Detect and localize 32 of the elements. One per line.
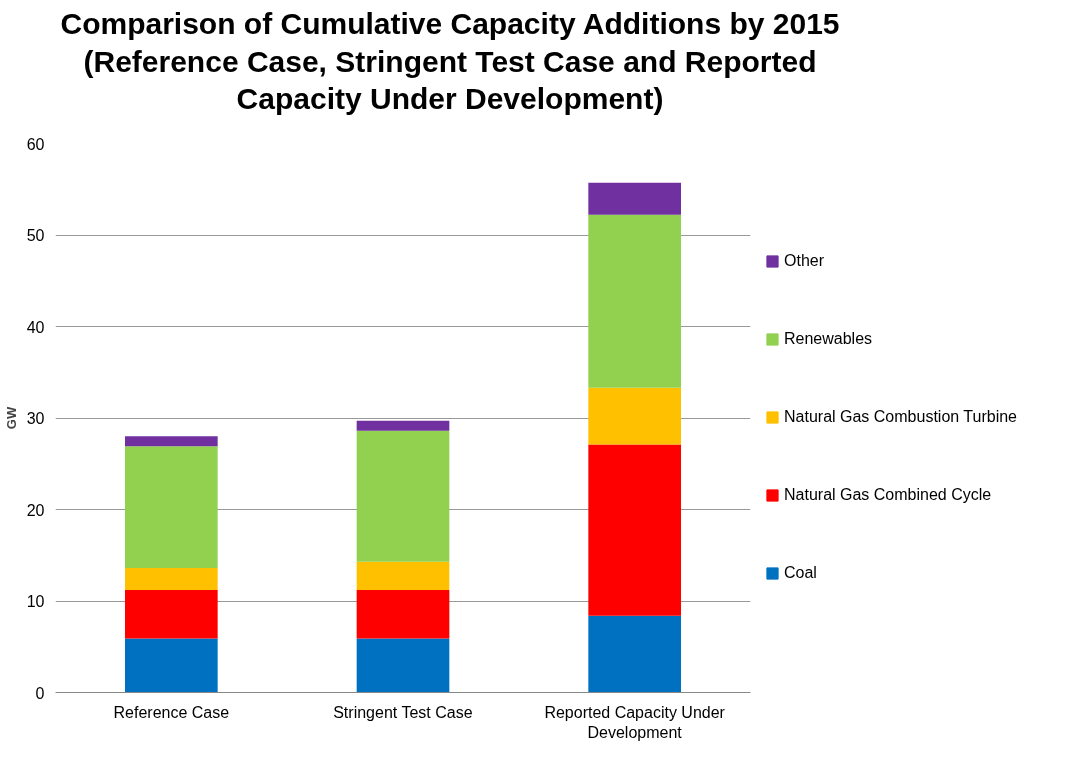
- y-tick-label: 20: [26, 501, 45, 518]
- bar: [356, 638, 450, 692]
- legend-label: Other: [784, 252, 825, 270]
- legend-label: Coal: [784, 564, 817, 582]
- bar: [125, 589, 218, 639]
- x-tick-label: Reported Capacity Under Development: [544, 703, 726, 741]
- bar: [356, 420, 450, 431]
- y-tick-label: 50: [26, 226, 45, 244]
- x-tick-label: Stringent Test Case: [333, 703, 473, 720]
- y-tick-label: 40: [26, 318, 45, 335]
- bar: [125, 638, 218, 692]
- bar: [588, 387, 681, 445]
- bar: [588, 182, 681, 215]
- y-tick-label: 0: [35, 684, 45, 701]
- y-tick-label: 10: [26, 592, 45, 610]
- bar: [588, 214, 681, 388]
- y-tick-label: 60: [26, 135, 45, 152]
- legend-label: Renewables: [784, 330, 873, 348]
- legend-label: Natural Gas Combined Cycle: [784, 486, 992, 504]
- bar: [588, 615, 681, 692]
- bar: [125, 567, 218, 590]
- y-tick-label: 30: [26, 409, 45, 427]
- bar: [588, 444, 681, 616]
- bar: [125, 435, 218, 446]
- bar: [356, 430, 450, 562]
- y-axis-title: GW: [3, 405, 19, 429]
- x-tick-label: Reference Case: [113, 703, 230, 720]
- bar: [356, 561, 450, 590]
- bar: [356, 589, 450, 639]
- bar: [125, 445, 218, 568]
- chart-title: Comparison of Cumulative Capacity Additions by 2015 (Reference Case, Stringent Test Case and Reported Capacity Under Development): [60, 6, 840, 117]
- legend-label: Natural Gas Combustion Turbine: [784, 408, 1017, 426]
